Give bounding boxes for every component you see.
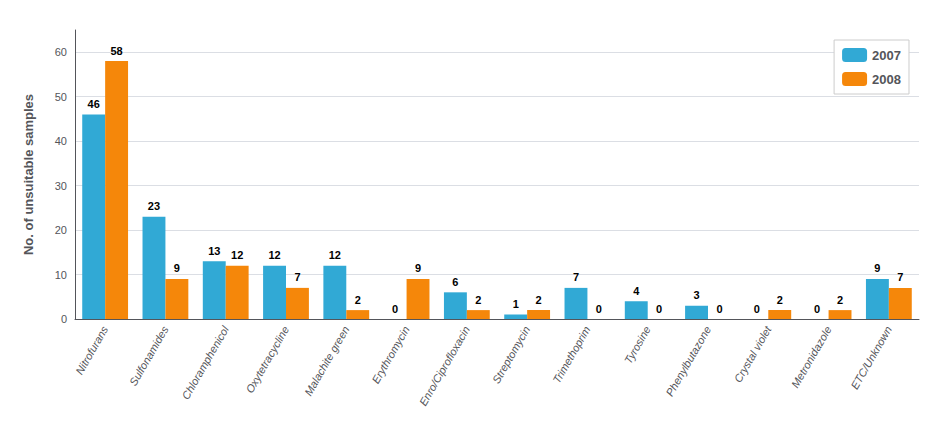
svg-text:6: 6 — [452, 276, 458, 288]
svg-text:Crystal violet: Crystal violet — [732, 323, 774, 384]
svg-text:58: 58 — [110, 45, 122, 57]
svg-text:9: 9 — [874, 262, 880, 274]
svg-text:20: 20 — [55, 224, 67, 236]
svg-text:12: 12 — [231, 249, 243, 261]
svg-text:Phenylbutazone: Phenylbutazone — [663, 324, 713, 398]
svg-text:23: 23 — [148, 200, 160, 212]
svg-text:9: 9 — [174, 262, 180, 274]
svg-text:No. of unsuitable samples: No. of unsuitable samples — [21, 94, 36, 255]
svg-text:2007: 2007 — [872, 48, 901, 63]
svg-text:Nitrofurans: Nitrofurans — [73, 324, 111, 377]
svg-text:Malachite green: Malachite green — [302, 324, 351, 398]
svg-text:13: 13 — [208, 245, 220, 257]
svg-text:0: 0 — [814, 303, 820, 315]
svg-text:4: 4 — [633, 285, 640, 297]
svg-text:3: 3 — [693, 289, 699, 301]
svg-text:9: 9 — [415, 262, 421, 274]
svg-text:2: 2 — [777, 294, 783, 306]
svg-text:2: 2 — [536, 294, 542, 306]
svg-text:60: 60 — [55, 46, 67, 58]
svg-text:ETC/Unknown: ETC/Unknown — [848, 324, 894, 391]
svg-text:30: 30 — [55, 180, 67, 192]
svg-text:7: 7 — [573, 271, 579, 283]
svg-text:0: 0 — [754, 303, 760, 315]
svg-text:2: 2 — [355, 294, 361, 306]
svg-text:0: 0 — [392, 303, 398, 315]
svg-text:50: 50 — [55, 91, 67, 103]
svg-text:40: 40 — [55, 135, 67, 147]
svg-text:7: 7 — [294, 271, 300, 283]
svg-text:0: 0 — [596, 303, 602, 315]
svg-text:7: 7 — [897, 271, 903, 283]
svg-text:Erythromycin: Erythromycin — [369, 324, 411, 386]
svg-text:10: 10 — [55, 269, 67, 281]
svg-text:Sulfonamides: Sulfonamides — [127, 324, 171, 388]
svg-text:Chloramphenicol: Chloramphenicol — [179, 324, 231, 402]
svg-text:46: 46 — [88, 98, 100, 110]
svg-text:Oxytetracycline: Oxytetracycline — [243, 324, 291, 395]
svg-text:1: 1 — [513, 298, 519, 310]
svg-text:Metronidazole: Metronidazole — [789, 324, 834, 390]
svg-text:2: 2 — [837, 294, 843, 306]
svg-text:0: 0 — [656, 303, 662, 315]
svg-text:12: 12 — [329, 249, 341, 261]
svg-text:Streptomycin: Streptomycin — [490, 324, 532, 386]
svg-text:Trimethoprim: Trimethoprim — [550, 324, 592, 385]
svg-text:2: 2 — [475, 294, 481, 306]
svg-text:12: 12 — [268, 249, 280, 261]
svg-text:Tyrosine: Tyrosine — [622, 324, 653, 366]
svg-text:2008: 2008 — [872, 72, 901, 87]
svg-text:Enro/Ciprofloxacin: Enro/Ciprofloxacin — [417, 324, 472, 408]
svg-text:0: 0 — [716, 303, 722, 315]
svg-text:0: 0 — [61, 313, 67, 325]
